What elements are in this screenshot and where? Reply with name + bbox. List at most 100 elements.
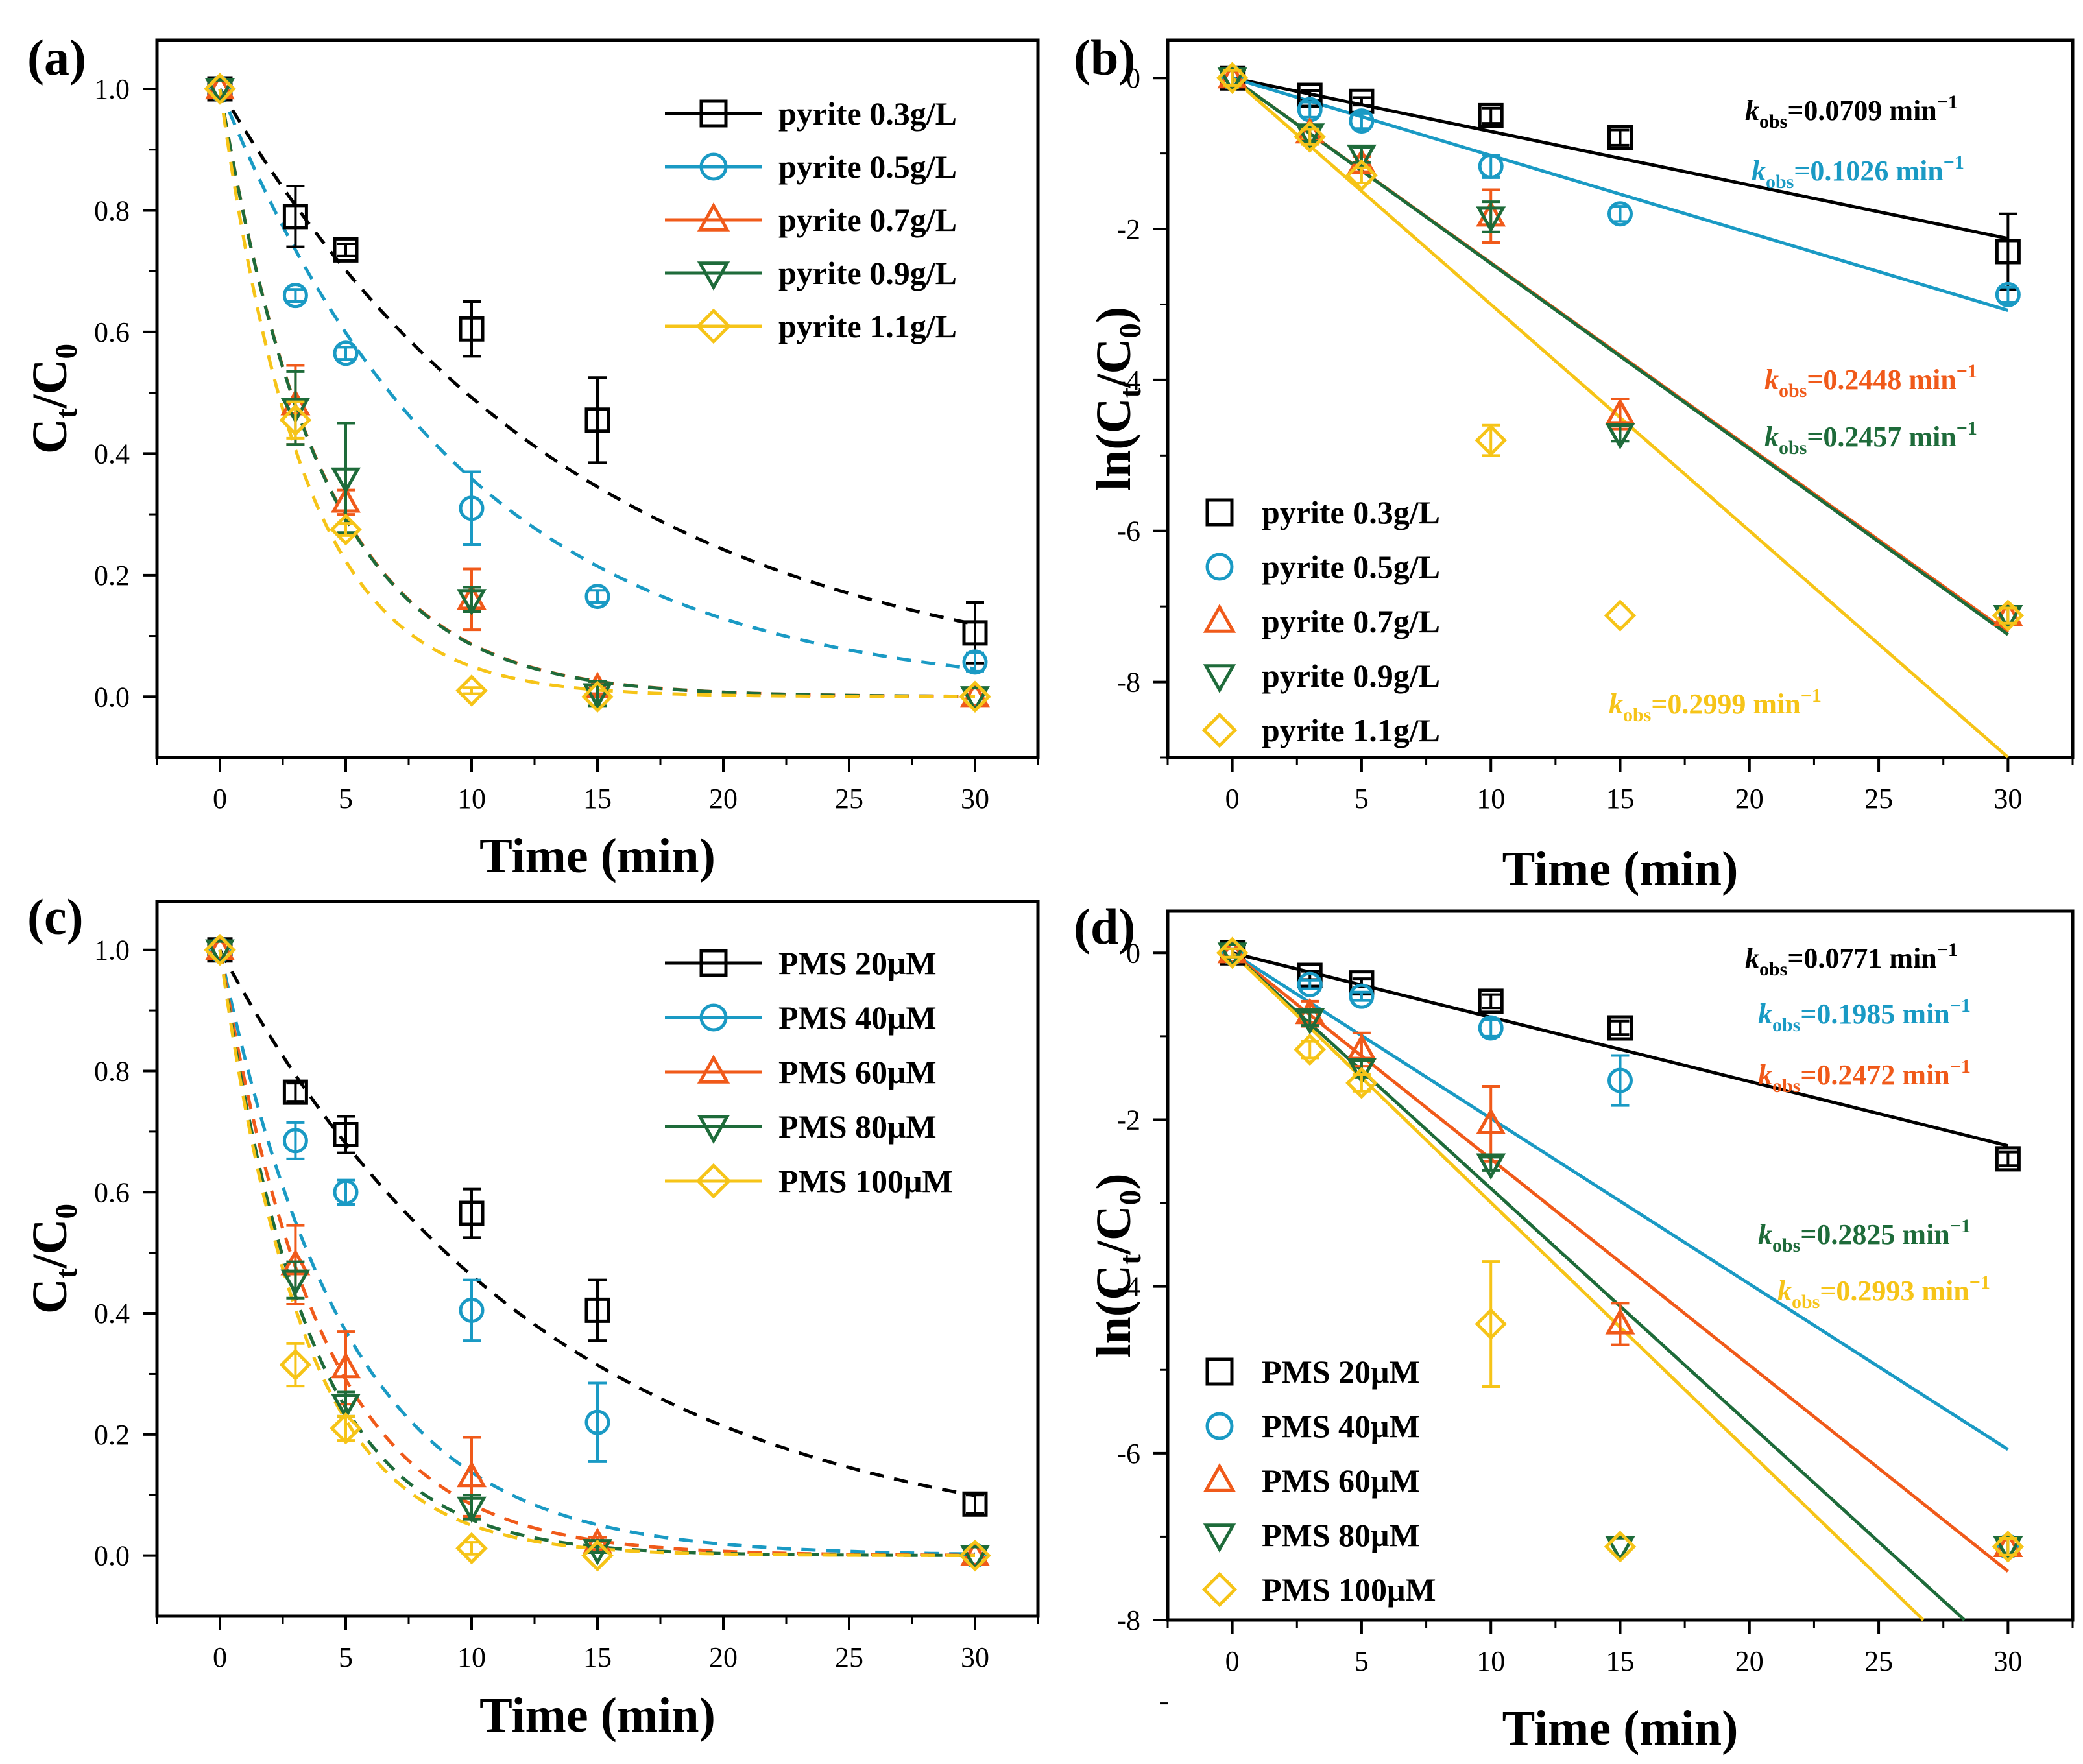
y-tick-label: 1.0	[94, 935, 130, 966]
legend-entry: pyrite 0.5g/L	[778, 149, 957, 185]
y-tick-label: -4	[1116, 364, 1140, 396]
y-label-subscript: t	[50, 408, 84, 418]
y-tick-label: -2	[1116, 1104, 1140, 1136]
panel-label: (d)	[1074, 898, 1135, 955]
kobs-value: =0.2448 min	[1807, 364, 1956, 396]
legend: PMS 20μM PMS 40μM PMS 60μM PMS 80μM PMS 100μ…	[665, 945, 953, 1199]
data-point	[1605, 398, 1635, 425]
data-point	[962, 1491, 988, 1517]
data-point	[959, 1539, 991, 1572]
kobs-k: k	[1758, 1059, 1772, 1091]
x-axis-label: Time (min)	[1502, 842, 1739, 896]
legend-entry: PMS 80μM	[778, 1108, 937, 1145]
data-point	[960, 1539, 990, 1566]
kobs-k: k	[1758, 1219, 1772, 1250]
x-tick-label: 0	[1225, 783, 1240, 815]
data-point	[1216, 936, 1249, 970]
data-point	[1604, 1531, 1637, 1563]
data-point	[960, 686, 990, 713]
data-point	[1217, 936, 1247, 964]
fit-curve	[218, 88, 976, 626]
kobs-exp: −1	[1937, 939, 1958, 960]
data-point	[331, 1352, 361, 1379]
kobs-value: =0.1026 min	[1794, 155, 1943, 187]
y-tick-label: 0.8	[94, 195, 130, 226]
data-point	[1346, 1058, 1377, 1085]
y-label-part: /C	[1087, 339, 1141, 388]
data-point	[1294, 121, 1326, 153]
data-point	[1607, 1067, 1633, 1093]
y-tick-label: -8	[1116, 1604, 1140, 1636]
x-tick-label: 25	[835, 783, 863, 815]
kobs-exp: −1	[1950, 1215, 1971, 1237]
data-point	[330, 513, 362, 546]
x-tick-label: 5	[339, 783, 353, 815]
x-tick-label: 25	[835, 1641, 863, 1673]
data-point	[1349, 108, 1375, 134]
legend-marker	[1203, 664, 1236, 693]
data-point	[1992, 1531, 2025, 1563]
data-point	[960, 1545, 990, 1572]
data-point	[1476, 1153, 1506, 1180]
x-tick-label: 30	[961, 783, 989, 815]
x-tick-label: 20	[709, 783, 738, 815]
y-tick-label: 0.0	[94, 1540, 130, 1572]
data-point	[459, 1200, 485, 1226]
kobs-k: k	[1764, 364, 1779, 396]
y-tick-label: -2	[1116, 213, 1140, 245]
legend-marker	[699, 1003, 728, 1032]
kobs-value: =0.0709 min	[1787, 95, 1936, 126]
data-point	[1297, 971, 1323, 997]
data-point	[279, 1348, 312, 1381]
x-tick-label: 5	[1355, 783, 1369, 815]
kobs-value: =0.2472 min	[1800, 1059, 1949, 1091]
chart-panel-c: (c) 0 5 10 15 20 25 30 0.0 0.2 0.4 0.6 0.8 1.0 Time (m…	[23, 888, 1040, 1743]
data-point	[282, 1079, 308, 1105]
data-point	[1605, 1307, 1635, 1335]
data-point	[204, 73, 236, 105]
kobs-label: kobs=0.0771 min−1	[1745, 939, 1958, 980]
x-tick-label: 15	[583, 1641, 612, 1673]
fit-curve	[218, 88, 976, 671]
y-tick-label: -4	[1116, 1271, 1140, 1303]
y-label-part: )	[1087, 1173, 1141, 1189]
data-point	[459, 1297, 485, 1323]
kobs-exp: −1	[1801, 685, 1822, 706]
kobs-label: kobs=0.0709 min−1	[1745, 91, 1958, 132]
data-point	[205, 78, 235, 105]
kobs-k: k	[1764, 421, 1779, 453]
data-point	[1217, 942, 1247, 969]
series-4	[1216, 62, 2025, 632]
kobs-exp: −1	[1957, 418, 1977, 439]
data-point	[1992, 599, 2025, 632]
data-point	[1345, 159, 1378, 192]
x-axis-label: Time (min)	[479, 829, 716, 883]
legend-entry: PMS 40μM	[1262, 1408, 1420, 1444]
x-tick-label: 15	[583, 783, 612, 815]
legend: pyrite 0.3g/L pyrite 0.5g/L pyrite 0.7g/L p…	[1201, 494, 1440, 748]
data-point	[205, 939, 235, 966]
kobs-label: kobs=0.2999 min−1	[1609, 685, 1822, 726]
data-point	[204, 933, 236, 966]
x-tick-label: 20	[1735, 783, 1764, 815]
fit-curve	[218, 949, 976, 1556]
y-tick-label: -6	[1116, 1438, 1140, 1470]
chart-panel-a: (a) 0 5 10 15 20 25 30 0.0 0.2 0.4 0.6 0.8 1.0 Time (m…	[23, 29, 1040, 883]
kobs-sub: obs	[1772, 1235, 1800, 1256]
y-axis-label: Ct/C0	[23, 344, 84, 454]
kobs-sub: obs	[1759, 959, 1787, 980]
y-label-part: /C	[23, 359, 77, 409]
kobs-sub: obs	[1779, 380, 1807, 401]
legend-entry: pyrite 0.9g/L	[778, 255, 957, 291]
data-point	[1607, 125, 1633, 150]
kobs-sub: obs	[1766, 171, 1794, 193]
data-point	[1607, 1015, 1633, 1041]
data-point	[584, 407, 610, 433]
y-label-subscript: t	[1114, 388, 1148, 398]
y-label-subscript: 0	[50, 1204, 84, 1219]
x-tick-label: 20	[709, 1641, 738, 1673]
legend-entry: pyrite 0.7g/L	[1262, 603, 1440, 639]
legend: pyrite 0.3g/L pyrite 0.5g/L pyrite 0.7g/L p…	[665, 95, 957, 344]
data-point	[282, 204, 308, 230]
x-axis-label: Time (min)	[479, 1688, 716, 1743]
